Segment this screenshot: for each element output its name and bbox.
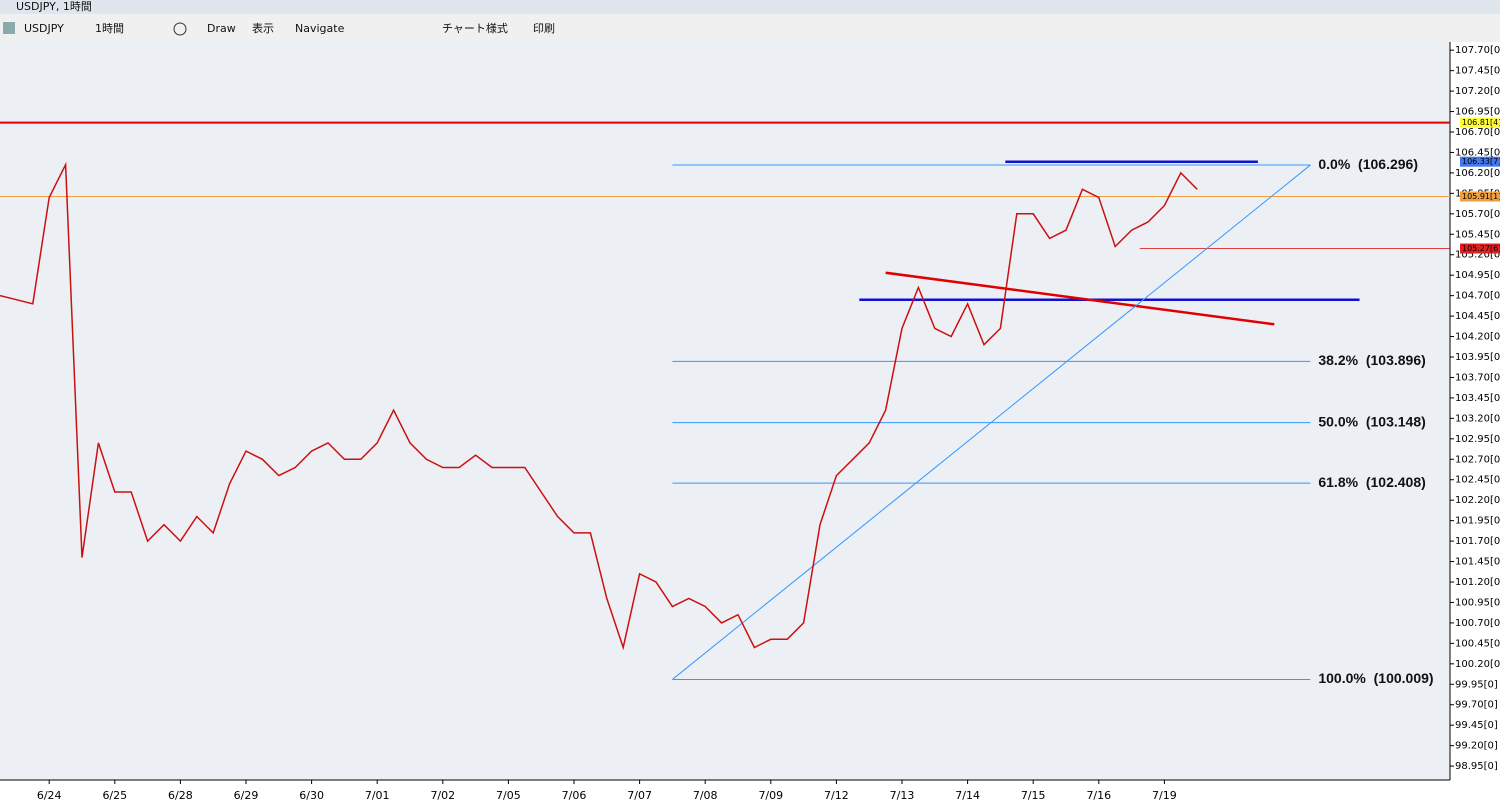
fib-label: 0.0% (106.296): [1318, 156, 1418, 172]
x-tick-label: 7/14: [955, 789, 980, 802]
y-tick-label: 100.95[0: [1455, 597, 1500, 608]
symbol-select[interactable]: USDJPY: [24, 22, 64, 35]
x-tick-label: 6/24: [37, 789, 62, 802]
y-tick-label: 100.20[0: [1455, 659, 1500, 670]
trendline: [672, 164, 1311, 680]
timeframe-select[interactable]: 1時間: [95, 22, 124, 35]
x-tick-label: 6/30: [299, 789, 324, 802]
y-tick-label: 101.95[0: [1455, 516, 1500, 527]
price-line: [0, 161, 1198, 651]
draw-menu[interactable]: Draw: [207, 22, 236, 35]
x-tick-label: 6/28: [168, 789, 193, 802]
x-tick-label: 7/02: [430, 789, 455, 802]
view-menu[interactable]: 表示: [252, 21, 274, 35]
y-tick-label: 107.45[0: [1455, 66, 1500, 77]
shape-tool[interactable]: [173, 22, 187, 36]
y-tick-label: 102.70[0: [1455, 454, 1500, 465]
y-tick-label: 99.95[0]: [1455, 679, 1498, 690]
title-bar: [0, 0, 1500, 14]
y-tick-label: 103.20[0: [1455, 413, 1500, 424]
toolbar: [0, 14, 1500, 42]
y-tick-label: 103.95[0: [1455, 352, 1500, 363]
y-tick-label: 99.70[0]: [1455, 700, 1498, 711]
x-tick-label: 7/15: [1021, 789, 1046, 802]
trendline: [885, 271, 1275, 326]
y-tick-label: 100.45[0: [1455, 638, 1500, 649]
y-tick-label: 101.70[0: [1455, 536, 1500, 547]
y-tick-label: 99.20[0]: [1455, 741, 1498, 752]
fib-label: 50.0% (103.148): [1318, 413, 1425, 429]
x-tick-label: 7/01: [365, 789, 390, 802]
fib-label: 38.2% (103.896): [1318, 352, 1425, 368]
y-tick-label: 102.20[0: [1455, 495, 1500, 506]
y-tick-label: 106.45[0: [1455, 147, 1500, 158]
x-tick-label: 7/19: [1152, 789, 1177, 802]
y-tick-label: 100.70[0: [1455, 618, 1500, 629]
x-tick-label: 7/08: [693, 789, 718, 802]
price-tag-label: 105.27[6]: [1462, 244, 1500, 253]
x-tick-label: 7/06: [562, 789, 587, 802]
y-tick-label: 105.70[0: [1455, 209, 1500, 220]
price-tag-label: 106.81[4]: [1462, 118, 1500, 127]
y-tick-label: 107.70[0: [1455, 45, 1500, 56]
y-tick-label: 104.70[0: [1455, 291, 1500, 302]
date-axis: [0, 780, 1450, 808]
y-tick-label: 101.20[0: [1455, 577, 1500, 588]
chart-style-menu[interactable]: チャート様式: [442, 21, 508, 35]
x-tick-label: 7/12: [824, 789, 849, 802]
x-tick-label: 6/29: [234, 789, 259, 802]
fib-label: 61.8% (102.408): [1318, 474, 1425, 490]
y-tick-label: 98.95[0]: [1455, 761, 1498, 772]
x-tick-label: 7/16: [1086, 789, 1111, 802]
y-tick-label: 107.20[0: [1455, 86, 1500, 97]
y-tick-label: 103.70[0: [1455, 372, 1500, 383]
x-tick-label: 7/13: [890, 789, 915, 802]
x-tick-label: 7/05: [496, 789, 521, 802]
price-tag: [1460, 191, 1500, 202]
icon: [3, 22, 15, 34]
y-tick-label: 104.45[0: [1455, 311, 1500, 322]
x-tick-label: 6/25: [102, 789, 127, 802]
x-tick-label: 7/07: [627, 789, 652, 802]
y-tick-label: 101.45[0: [1455, 557, 1500, 568]
x-tick-label: 7/09: [758, 789, 783, 802]
fib-label: 100.0% (100.009): [1318, 670, 1433, 686]
price-tag-label: 105.91[1]: [1462, 192, 1500, 201]
y-tick-label: 102.45[0: [1455, 475, 1500, 486]
y-tick-label: 105.20[0: [1455, 250, 1500, 261]
y-tick-label: 104.20[0: [1455, 332, 1500, 343]
y-tick-label: 102.95[0: [1455, 434, 1500, 445]
y-tick-label: 103.45[0: [1455, 393, 1500, 404]
price-axis: [1450, 42, 1500, 808]
y-tick-label: 106.70[0: [1455, 127, 1500, 138]
y-tick-label: 105.45[0: [1455, 229, 1500, 240]
print-menu[interactable]: 印刷: [533, 22, 555, 35]
price-tag: [1460, 243, 1500, 254]
y-tick-label: 106.95[0: [1455, 107, 1500, 118]
y-tick-label: 104.95[0: [1455, 270, 1500, 281]
y-tick-label: 99.45[0]: [1455, 720, 1498, 731]
window-title: USDJPY, 1時間: [16, 0, 92, 13]
y-tick-label: 106.20[0: [1455, 168, 1500, 179]
navigate-menu[interactable]: Navigate: [295, 22, 345, 35]
price-tag: [1460, 156, 1500, 167]
price-tag: [1460, 117, 1500, 128]
plot-area: [0, 42, 1450, 780]
price-tag-label: 106.33[7]: [1462, 157, 1500, 166]
